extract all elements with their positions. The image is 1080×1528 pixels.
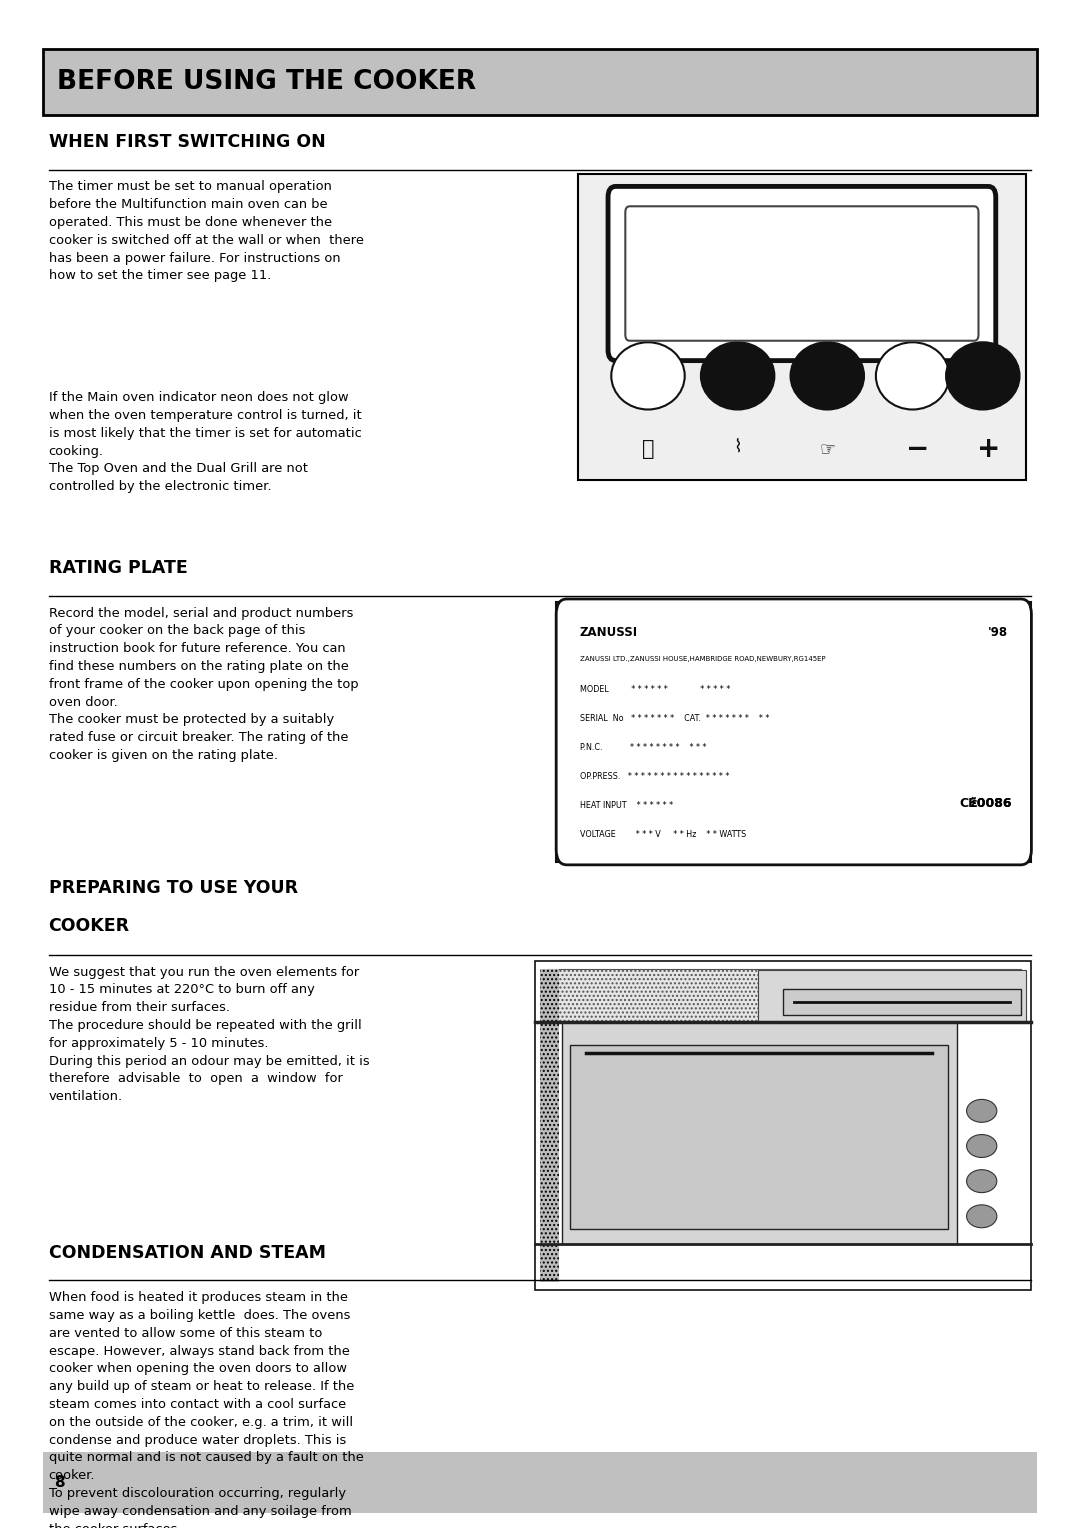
Text: If the Main oven indicator neon does not glow
when the oven temperature control : If the Main oven indicator neon does not… [49,391,362,494]
Text: RATING PLATE: RATING PLATE [49,559,187,578]
Bar [540,969,559,1282]
Ellipse shape [701,342,774,410]
Ellipse shape [876,342,949,410]
FancyBboxPatch shape [578,174,1026,480]
Text: PREPARING TO USE YOUR: PREPARING TO USE YOUR [49,879,298,897]
Ellipse shape [946,342,1020,410]
Bar [562,1022,957,1244]
Bar [570,1045,948,1229]
Bar [783,989,1021,1015]
Ellipse shape [967,1100,997,1123]
Text: ☞: ☞ [820,440,835,458]
FancyBboxPatch shape [43,49,1037,115]
Text: 8: 8 [54,1475,65,1490]
FancyBboxPatch shape [625,206,978,341]
Text: ⌇: ⌇ [733,437,742,455]
Text: ⍾: ⍾ [642,439,654,460]
FancyBboxPatch shape [556,599,1031,865]
Text: We suggest that you run the oven elements for
10 - 15 minutes at 220°C to burn o: We suggest that you run the oven element… [49,966,369,1103]
Ellipse shape [967,1170,997,1193]
Text: COOKER: COOKER [49,917,130,935]
Text: ZANUSSI: ZANUSSI [580,626,638,640]
Text: '98: '98 [987,626,1008,640]
Text: HEAT INPUT    * * * * * *: HEAT INPUT * * * * * * [580,801,673,810]
Bar [545,969,1021,1022]
FancyBboxPatch shape [535,961,1031,1290]
Text: SERIAL  No   * * * * * * *    CAT.  * * * * * * *    * *: SERIAL No * * * * * * * CAT. * * * * * *… [580,714,769,723]
Text: ZANUSSI LTD.,ZANUSSI HOUSE,HAMBRIDGE ROAD,NEWBURY,RG145EP: ZANUSSI LTD.,ZANUSSI HOUSE,HAMBRIDGE ROA… [580,656,825,662]
FancyBboxPatch shape [608,186,996,361]
Text: 10:: 10: [719,252,797,295]
Text: BEFORE USING THE COOKER: BEFORE USING THE COOKER [57,69,476,95]
Text: OP.PRESS.   * * * * * * * * * * * * * * * *: OP.PRESS. * * * * * * * * * * * * * * * … [580,772,729,781]
Text: ≡: ≡ [805,214,812,223]
FancyBboxPatch shape [556,602,1031,862]
Text: Record the model, serial and product numbers
of your cooker on the back page of : Record the model, serial and product num… [49,607,359,762]
Text: P.N.C.           * * * * * * * *    * * *: P.N.C. * * * * * * * * * * * [580,743,706,752]
Text: +: + [976,435,1000,463]
Ellipse shape [791,342,864,410]
Text: 00: 00 [808,252,867,295]
Text: The timer must be set to manual operation
before the Multifunction main oven can: The timer must be set to manual operatio… [49,180,364,283]
Text: MODEL         * * * * * *             * * * * *: MODEL * * * * * * * * * * * [580,685,730,694]
Ellipse shape [967,1135,997,1158]
Text: VOLTAGE        * * * V     * * Hz    * * WATTS: VOLTAGE * * * V * * Hz * * WATTS [580,830,746,839]
Ellipse shape [967,1206,997,1229]
Text: CE0086: CE0086 [960,798,1012,810]
Bar [758,970,1026,1022]
Text: CONDENSATION AND STEAM: CONDENSATION AND STEAM [49,1244,325,1262]
Text: When food is heated it produces steam in the
same way as a boiling kettle  does.: When food is heated it produces steam in… [49,1291,364,1528]
Bar [43,1452,1037,1513]
Text: −: − [906,435,930,463]
Text: WHEN FIRST SWITCHING ON: WHEN FIRST SWITCHING ON [49,133,325,151]
Ellipse shape [611,342,685,410]
Text: ε̆0086: ε̆0086 [970,798,1012,810]
